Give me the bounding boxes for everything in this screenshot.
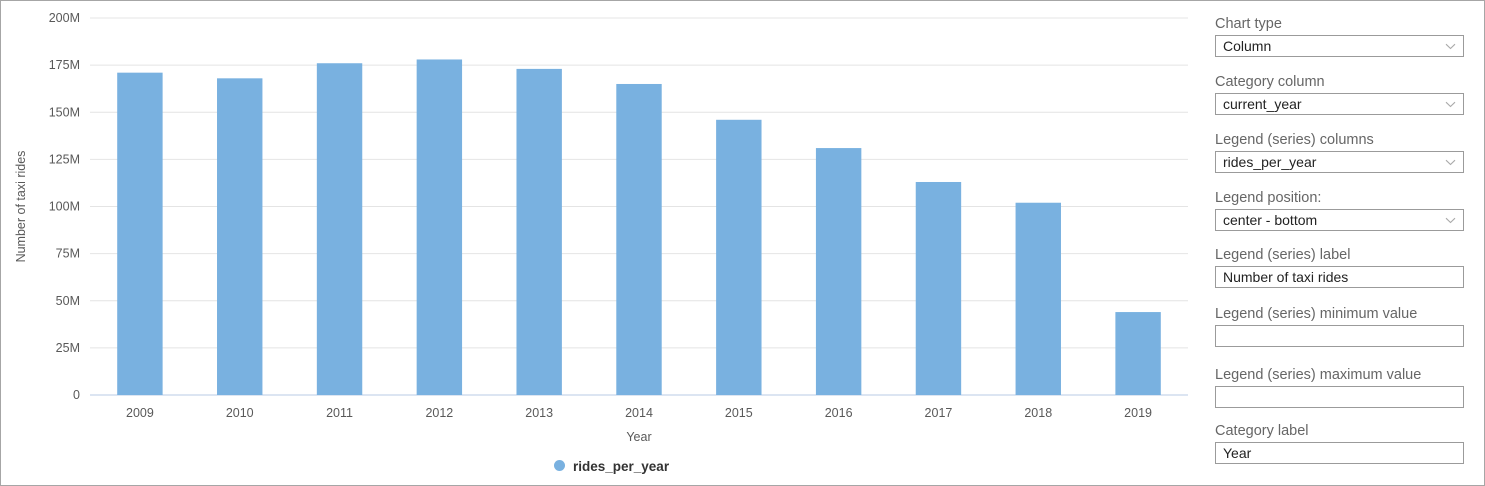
svg-text:2015: 2015: [725, 406, 753, 420]
svg-text:2019: 2019: [1124, 406, 1152, 420]
svg-text:2013: 2013: [525, 406, 553, 420]
svg-text:Year: Year: [626, 430, 651, 444]
svg-text:2011: 2011: [326, 406, 353, 420]
svg-text:2017: 2017: [925, 406, 953, 420]
svg-text:2009: 2009: [126, 406, 154, 420]
svg-text:150M: 150M: [49, 105, 80, 119]
svg-text:2012: 2012: [425, 406, 453, 420]
svg-text:100M: 100M: [49, 200, 80, 214]
svg-text:0: 0: [73, 388, 80, 402]
svg-text:2010: 2010: [226, 406, 254, 420]
svg-text:2016: 2016: [825, 406, 853, 420]
svg-text:25M: 25M: [56, 341, 80, 355]
svg-text:200M: 200M: [49, 11, 80, 25]
svg-text:75M: 75M: [56, 247, 80, 261]
svg-text:50M: 50M: [56, 294, 80, 308]
svg-text:175M: 175M: [49, 58, 80, 72]
svg-text:125M: 125M: [49, 152, 80, 166]
svg-text:2018: 2018: [1024, 406, 1052, 420]
svg-text:Number of taxi rides: Number of taxi rides: [14, 151, 28, 263]
svg-text:2014: 2014: [625, 406, 653, 420]
